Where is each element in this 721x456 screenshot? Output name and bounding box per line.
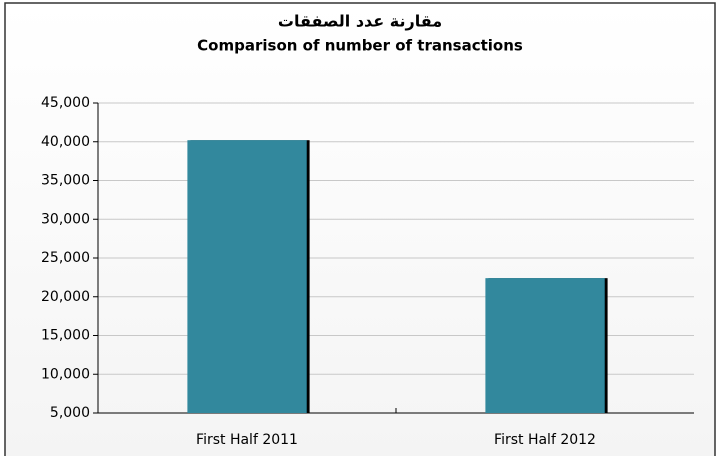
y-tick-label: 35,000 [41,173,90,189]
y-tick-label: 30,000 [41,211,90,227]
y-tick-label: 40,000 [41,134,90,150]
y-tick-label: 10,000 [41,366,90,382]
bar [187,140,307,413]
y-tick-label: 20,000 [41,289,90,305]
chart-subtitle: Comparison of number of transactions [197,37,523,55]
chart-title: مقارنة عدد الصفقات [278,12,442,31]
bar [485,278,605,413]
chart-frame [4,2,716,456]
y-tick-label: 5,000 [50,405,90,421]
x-tick-label: First Half 2012 [494,432,596,448]
y-tick-label: 15,000 [41,328,90,344]
x-tick-label: First Half 2011 [196,432,298,448]
y-tick-label: 45,000 [41,95,90,111]
y-tick-label: 25,000 [41,250,90,266]
